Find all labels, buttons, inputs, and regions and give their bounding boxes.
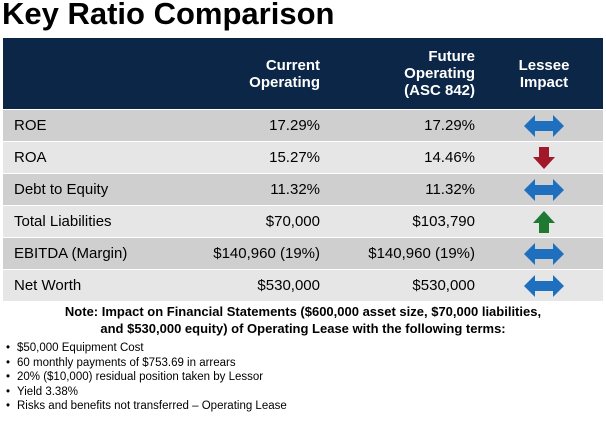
neutral-arrow-icon <box>524 178 564 201</box>
current-value-cell: 17.29% <box>185 109 330 142</box>
future-value-cell: 14.46% <box>330 141 485 174</box>
header-current-line1: Current <box>265 56 320 74</box>
future-value-cell: $530,000 <box>330 269 485 301</box>
up-arrow-icon <box>533 210 555 233</box>
table-header-row: Current Operating Future Operating (ASC … <box>3 38 603 110</box>
term-text: Risks and benefits not transferred – Ope… <box>17 400 287 412</box>
note-line2: and $530,000 equity) of Operating Lease … <box>100 321 506 336</box>
bullet-icon: • <box>6 371 11 383</box>
bullet-icon: • <box>6 400 11 412</box>
current-value-cell: $530,000 <box>185 269 330 301</box>
header-future-line3: (ASC 842) <box>404 82 475 99</box>
term-text: $50,000 Equipment Cost <box>17 342 144 354</box>
header-impact: Lessee Impact <box>485 38 603 110</box>
header-current: Current Operating <box>185 38 330 110</box>
bullet-icon: • <box>6 342 11 354</box>
impact-cell <box>485 141 603 174</box>
current-value-cell: 11.32% <box>185 173 330 206</box>
future-value-cell: $140,960 (19%) <box>330 237 485 270</box>
metric-cell: ROA <box>3 141 185 174</box>
table-row: ROA 15.27% 14.46% <box>3 141 603 174</box>
bullet-icon: • <box>6 356 11 369</box>
neutral-arrow-icon <box>524 242 564 265</box>
list-item: • $50,000 Equipment Cost <box>6 341 287 356</box>
table-row: ROE 17.29% 17.29% <box>3 109 603 142</box>
term-text: 60 monthly payments of $753.69 in arrear… <box>17 356 236 369</box>
current-value-cell: $70,000 <box>185 205 330 238</box>
list-item: • Risks and benefits not transferred – Op… <box>6 399 287 414</box>
impact-cell <box>485 173 603 206</box>
ratio-table: Current Operating Future Operating (ASC … <box>3 38 603 301</box>
impact-cell <box>485 205 603 238</box>
neutral-arrow-icon <box>524 274 564 297</box>
metric-cell: Net Worth <box>3 269 185 301</box>
list-item: • Yield 3.38% <box>6 385 287 400</box>
table-row: Net Worth $530,000 $530,000 <box>3 269 603 301</box>
impact-cell <box>485 109 603 142</box>
header-future-line1: Future <box>428 48 475 65</box>
table-row: Total Liabilities $70,000 $103,790 <box>3 205 603 238</box>
note-line1: Note: Impact on Financial Statements ($6… <box>64 304 542 319</box>
current-value-cell: $140,960 (19%) <box>185 237 330 270</box>
term-text: Yield 3.38% <box>17 385 78 398</box>
header-current-line2: Operating <box>249 73 320 91</box>
metric-cell: ROE <box>3 109 185 142</box>
impact-cell <box>485 237 603 270</box>
current-value-cell: 15.27% <box>185 141 330 174</box>
future-value-cell: 11.32% <box>330 173 485 206</box>
table-row: Debt to Equity 11.32% 11.32% <box>3 173 603 206</box>
future-value-cell: $103,790 <box>330 205 485 238</box>
header-impact-line2: Impact <box>519 73 569 91</box>
note: Note: Impact on Financial Statements ($6… <box>0 303 606 337</box>
header-future: Future Operating (ASC 842) <box>330 38 485 110</box>
term-text: 20% ($10,000) residual position taken by… <box>17 371 264 383</box>
neutral-arrow-icon <box>524 114 564 137</box>
impact-cell <box>485 269 603 301</box>
down-arrow-icon <box>533 146 555 169</box>
page-title: Key Ratio Comparison <box>2 0 335 31</box>
table-row: EBITDA (Margin) $140,960 (19%) $140,960 (1… <box>3 237 603 270</box>
header-impact-line1: Lessee <box>518 56 570 74</box>
header-future-line2: Operating <box>404 65 475 82</box>
future-value-cell: 17.29% <box>330 109 485 142</box>
metric-cell: Debt to Equity <box>3 173 185 206</box>
list-item: • 60 monthly payments of $753.69 in arrea… <box>6 356 287 371</box>
metric-cell: Total Liabilities <box>3 205 185 238</box>
terms-list: • $50,000 Equipment Cost • 60 monthly paym… <box>6 341 287 414</box>
list-item: • 20% ($10,000) residual position taken b… <box>6 370 287 385</box>
header-metric <box>3 38 185 110</box>
metric-cell: EBITDA (Margin) <box>3 237 185 270</box>
bullet-icon: • <box>6 385 11 398</box>
